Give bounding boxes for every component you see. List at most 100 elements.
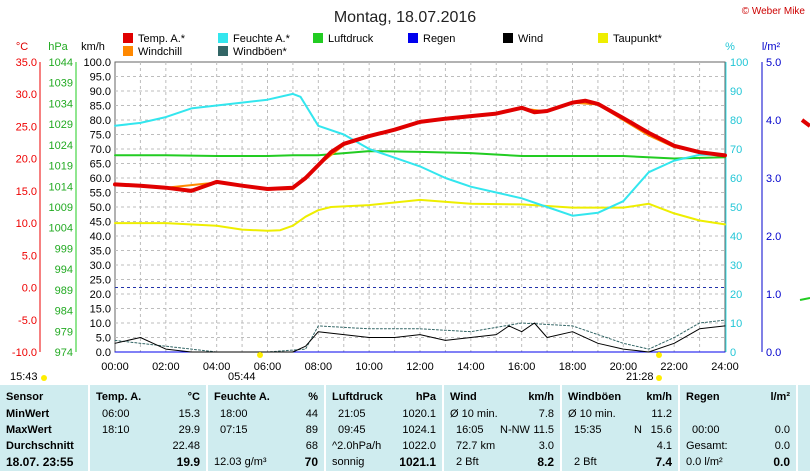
- temp_c-tick-label: 25.0: [16, 121, 37, 133]
- humidity_pct-tick-label: 70: [730, 144, 742, 156]
- press-weather: sonnig: [332, 456, 365, 468]
- temp_c-tick-label: 5.0: [22, 250, 37, 262]
- pressure_hpa-tick-label: 1029: [49, 119, 73, 131]
- legend-label-pressure: Luftdruck: [328, 33, 374, 45]
- hum-avg-value: 68: [305, 440, 318, 452]
- series-feuchtea-line: [114, 92, 726, 217]
- wind-r1-value: 7.8: [538, 408, 554, 420]
- wind_kmh-tick-label: 85.0: [90, 101, 111, 113]
- hum-min-value: 44: [305, 408, 318, 420]
- pressure_hpa-tick-label: 989: [55, 285, 73, 297]
- hum-min-time: 18:00: [220, 408, 248, 420]
- time-tick-label: 04:00: [203, 361, 231, 373]
- press-max-value: 1024.1: [402, 424, 436, 436]
- stats-panel: Sensor MinWert MaxWert Durchschnitt 18.0…: [0, 385, 810, 471]
- pressure_hpa-tick-label: 974: [55, 347, 73, 359]
- hum-unit: %: [308, 391, 318, 403]
- rain-unit: l/m²: [770, 391, 790, 403]
- humidity_pct-tick-label: 80: [730, 115, 742, 127]
- stats-wind-col: Wind km/h Ø 10 min. 7.8 16:05 N-NW 11.5 72.7…: [442, 385, 560, 471]
- temp_c-tick-label: 20.0: [16, 154, 37, 166]
- pressure_hpa-tick-label: 1014: [49, 181, 73, 193]
- wind-r2-dir: N-NW: [500, 424, 530, 436]
- press-unit: hPa: [415, 391, 436, 403]
- gust-r3-value: 4.1: [656, 440, 672, 452]
- legend-label-rain: Regen: [423, 33, 455, 45]
- next-day-preview: [790, 28, 810, 358]
- temp_c-tick-label: -10.0: [12, 347, 37, 359]
- time-tick-label: 16:00: [508, 361, 536, 373]
- gust-r2-dir: N: [634, 424, 642, 436]
- legend-swatch-wind: [503, 33, 513, 43]
- series-wind-line: [114, 322, 726, 353]
- rain-axis-title: l/m²: [762, 41, 781, 53]
- rain_lm2-tick-label: 5.0: [766, 57, 781, 69]
- temp-current-value: 19.9: [176, 455, 200, 469]
- legend-label-windchill: Windchill: [138, 46, 182, 58]
- wind_kmh-tick-label: 95.0: [90, 72, 111, 84]
- temp-max-time: 18:10: [102, 424, 130, 436]
- rain_lm2-tick-label: 3.0: [766, 173, 781, 185]
- wind_kmh-tick-label: 25.0: [90, 275, 111, 287]
- wind-unit: km/h: [528, 391, 554, 403]
- rain_lm2-tick-label: 4.0: [766, 115, 781, 127]
- pressure_hpa-tick-label: 1044: [49, 57, 73, 69]
- time-tick-label: 02:00: [152, 361, 180, 373]
- stats-rain-col: Regen l/m² 00:00 0.0 Gesamt: 0.0 0.0 l/m² 0.…: [678, 385, 796, 471]
- humidity_pct-tick-label: 40: [730, 231, 742, 243]
- rain-r3-label: Gesamt:: [686, 440, 728, 452]
- legend-swatch-humidity: [218, 33, 228, 43]
- humidity_pct-tick-label: 0: [730, 347, 736, 359]
- preview-panel: [790, 28, 810, 358]
- legend-label-wind: Wind: [518, 33, 543, 45]
- sunrise-icon: [257, 352, 263, 358]
- gust-current-value: 7.4: [655, 455, 672, 469]
- gust-r2-value: 15.6: [650, 424, 672, 436]
- time-tick-label: 00:00: [101, 361, 129, 373]
- series-lines: [113, 92, 727, 353]
- pressure_hpa-tick-label: 994: [55, 264, 73, 276]
- sun-markers: 15:43 05:44 21:28: [10, 352, 662, 383]
- weather-chart: Montag, 18.07.2016 © Weber Mike °C hPa k…: [10, 6, 810, 383]
- sunset-marker-icon: [656, 375, 662, 381]
- temp_c-tick-label: 10.0: [16, 218, 37, 230]
- wind_kmh-tick-label: 75.0: [90, 130, 111, 142]
- wind_kmh-tick-label: 65.0: [90, 159, 111, 171]
- wind_kmh-tick-label: 30.0: [90, 260, 111, 272]
- legend-swatch-pressure: [313, 33, 323, 43]
- time-tick-label: 14:00: [457, 361, 485, 373]
- legend-swatch-windchill: [123, 46, 133, 56]
- time-tick-label: 06:00: [254, 361, 282, 373]
- legend: Temp. A.* Feuchte A.* Luftdruck Regen Wi…: [123, 33, 663, 58]
- gust-header: Windböen: [568, 391, 622, 403]
- maxwert-label: MaxWert: [6, 424, 52, 436]
- wind-current-value: 8.2: [537, 455, 554, 469]
- rain-header: Regen: [686, 391, 720, 403]
- hum-header: Feuchte A.: [214, 391, 270, 403]
- rain-r2-time: 00:00: [692, 424, 720, 436]
- time-tick-label: 18:00: [559, 361, 587, 373]
- wind_kmh-tick-label: 35.0: [90, 246, 111, 258]
- temp_c-tick-label: 30.0: [16, 89, 37, 101]
- press-min-value: 1020.1: [402, 408, 436, 420]
- wind-r2-value: 11.5: [533, 424, 554, 436]
- legend-label-dewpoint: Taupunkt*: [613, 33, 663, 45]
- wind_kmh-tick-label: 55.0: [90, 188, 111, 200]
- humidity_pct-tick-label: 10: [730, 318, 742, 330]
- time-tick-label: 24:00: [711, 361, 739, 373]
- wind_kmh-tick-label: 40.0: [90, 231, 111, 243]
- time-tick-label: 08:00: [305, 361, 333, 373]
- wind-r3-value: 3.0: [538, 440, 554, 452]
- wind-bft: 2 Bft: [456, 456, 479, 468]
- humidity_pct-tick-label: 20: [730, 289, 742, 301]
- temp-min-value: 15.3: [178, 408, 200, 420]
- rain-r2-value: 0.0: [774, 424, 790, 436]
- rain-current-value: 0.0: [773, 455, 790, 469]
- wind_kmh-tick-label: 10.0: [90, 318, 111, 330]
- sun-left-time: 15:43: [10, 371, 38, 383]
- pressure_hpa-tick-label: 1004: [49, 223, 73, 235]
- press-avg-value: 1022.0: [402, 440, 436, 452]
- time-tick-label: 10:00: [355, 361, 383, 373]
- sun-left-icon: [41, 375, 47, 381]
